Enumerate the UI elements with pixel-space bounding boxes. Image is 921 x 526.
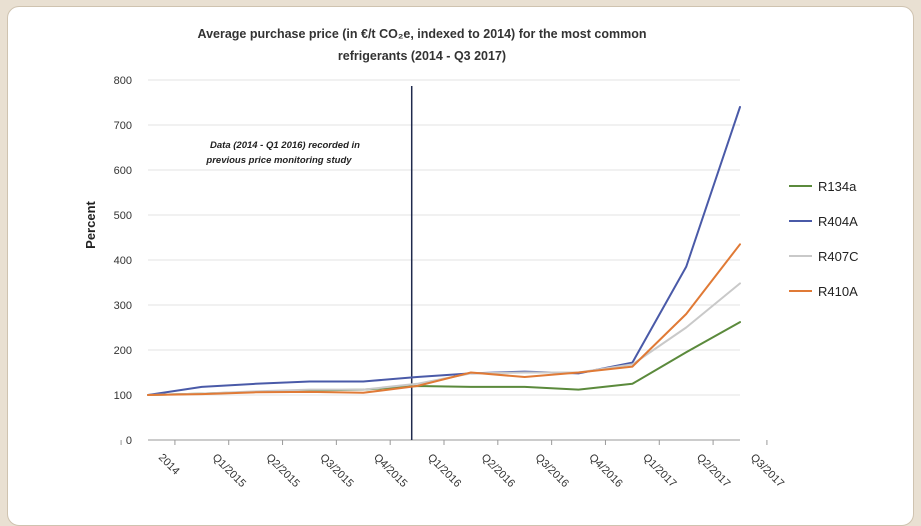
x-tick-label: Q2/2015: [264, 452, 302, 490]
legend-label-r407c: R407C: [818, 249, 858, 264]
series-lines: [147, 106, 741, 396]
y-axis-label: Percent: [83, 200, 98, 248]
y-tick-labels: 0 100 200 300 400 500 600 700 800: [114, 75, 132, 447]
legend-label-r410a: R410A: [818, 284, 858, 299]
x-tick-label: Q3/2016: [533, 452, 571, 490]
y-tick-label: 800: [114, 75, 132, 87]
x-tick-label: Q4/2015: [371, 452, 409, 490]
y-tick-label: 700: [114, 120, 132, 132]
legend-label-r404a: R404A: [818, 214, 858, 229]
x-tick-label: Q1/2015: [210, 452, 248, 490]
y-tick-label: 300: [114, 300, 132, 312]
x-tick-label: Q2/2016: [479, 452, 517, 490]
x-tick-label: Q1/2016: [425, 452, 463, 490]
y-tick-label: 0: [126, 435, 132, 447]
x-tick-marks: [120, 440, 768, 445]
y-tick-label: 500: [114, 210, 132, 222]
legend-label-r134a: R134a: [818, 179, 857, 194]
annotation-line-2: previous price monitoring study: [205, 155, 352, 166]
x-tick-label: Q2/2017: [694, 452, 732, 490]
x-tick-label: Q3/2015: [317, 452, 355, 490]
line-chart: Average purchase price (in €/t CO₂e, ind…: [83, 27, 858, 490]
chart-frame: [7, 6, 914, 526]
legend: R134a R404A R407C R410A: [789, 179, 858, 299]
annotation-line-1: Data (2014 - Q1 2016) recorded in: [210, 140, 360, 151]
y-gridlines: [148, 79, 740, 396]
chart-title-line-2: refrigerants (2014 - Q3 2017): [338, 49, 506, 63]
x-tick-label: 2014: [156, 452, 182, 478]
x-tick-label: Q4/2016: [586, 452, 624, 490]
y-tick-label: 600: [114, 165, 132, 177]
x-tick-label: Q3/2017: [748, 452, 786, 490]
x-tick-label: Q1/2017: [640, 452, 678, 490]
chart-title-line-1: Average purchase price (in €/t CO₂e, ind…: [198, 27, 647, 41]
series-line-r404a: [147, 106, 741, 396]
series-line-r410a: [147, 243, 741, 396]
y-tick-label: 400: [114, 255, 132, 267]
y-tick-label: 100: [114, 390, 132, 402]
y-tick-label: 200: [114, 345, 132, 357]
x-tick-labels: 2014 Q1/2015 Q2/2015 Q3/2015 Q4/2015 Q1/2016 Q…: [156, 452, 786, 490]
